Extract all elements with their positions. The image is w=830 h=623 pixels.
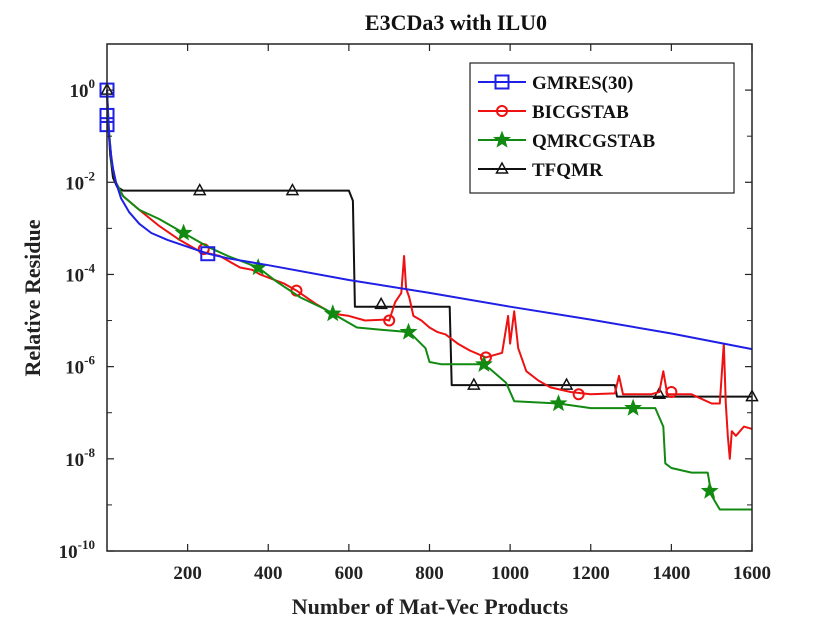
- marker-bicgstab: [383, 314, 396, 327]
- plot-area: [99, 82, 759, 511]
- y-tick-label: 10-8: [65, 445, 95, 471]
- y-tick-base: 10: [65, 173, 84, 194]
- y-tick-exponent: -6: [84, 353, 95, 368]
- series-line-bicgstab: [106, 90, 753, 460]
- y-tick-base: 10: [65, 358, 84, 379]
- legend-label: QMRCGSTAB: [532, 131, 655, 152]
- y-tick-exponent: -10: [78, 537, 95, 552]
- x-tick-label: 1600: [733, 563, 771, 584]
- legend-marker-gmres-30: [494, 74, 510, 90]
- y-tick-label: 10-4: [65, 260, 95, 286]
- legend-label: BICGSTAB: [532, 102, 629, 123]
- x-tick-label: 1000: [491, 563, 529, 584]
- y-tick-label: 10-10: [59, 537, 95, 563]
- legend-box: [469, 62, 735, 194]
- y-tick-base: 10: [65, 265, 84, 286]
- x-tick-label: 800: [415, 563, 444, 584]
- x-tick-label: 1400: [652, 563, 690, 584]
- series-qmrcgstab: [106, 90, 752, 511]
- marker-tfqmr: [285, 183, 300, 196]
- y-tick-label: 10-6: [65, 353, 95, 379]
- marker-bicgstab: [572, 388, 585, 401]
- marker-bicgstab: [665, 385, 678, 398]
- x-axis-label: Number of Mat-Vec Products: [292, 594, 569, 619]
- legend-label: GMRES(30): [532, 73, 633, 94]
- legend-marker-qmrcgstab: [493, 130, 511, 148]
- legend-item-qmrcgstab: QMRCGSTAB: [478, 130, 655, 152]
- y-tick-label: 100: [70, 76, 96, 102]
- x-tick-label: 600: [335, 563, 364, 584]
- y-tick-exponent: -2: [84, 168, 95, 183]
- y-tick-exponent: -8: [84, 445, 95, 460]
- x-tick-label: 400: [254, 563, 283, 584]
- marker-qmrcgstab: [174, 223, 193, 241]
- marker-tfqmr: [192, 183, 207, 196]
- marker-tfqmr: [374, 296, 388, 310]
- series-line-gmres-30: [106, 90, 753, 351]
- marker-qmrcgstab: [474, 354, 493, 372]
- y-tick-base: 10: [65, 450, 84, 471]
- marker-qmrcgstab: [399, 322, 418, 340]
- y-tick-base: 10: [59, 542, 78, 563]
- legend-marker-tfqmr: [495, 161, 509, 174]
- y-axis-label: Relative Residue: [20, 219, 45, 376]
- y-tick-base: 10: [70, 81, 89, 102]
- chart-title: E3CDa3 with ILU0: [365, 10, 547, 35]
- legend-label: TFQMR: [532, 160, 603, 181]
- marker-tfqmr: [467, 377, 481, 390]
- legend: GMRES(30) BICGSTAB QMRCGSTAB TFQMR: [469, 62, 735, 194]
- marker-tfqmr: [559, 377, 574, 390]
- x-tick-label: 200: [173, 563, 202, 584]
- marker-qmrcgstab: [700, 481, 719, 499]
- y-tick-exponent: -4: [84, 260, 95, 275]
- y-tick-label: 10-2: [65, 168, 95, 194]
- marker-qmrcgstab: [323, 304, 342, 322]
- legend-item-gmres-30: GMRES(30): [478, 73, 633, 94]
- marker-gmres-30: [200, 246, 216, 262]
- x-axis: 200 400 600 800 1000 1200 1400 1600: [173, 44, 771, 584]
- series-line-qmrcgstab: [106, 90, 752, 511]
- legend-marker-bicgstab: [496, 105, 508, 117]
- marker-qmrcgstab: [549, 394, 568, 412]
- x-tick-label: 1200: [572, 563, 610, 584]
- y-tick-exponent: 0: [89, 76, 96, 91]
- marker-qmrcgstab: [624, 398, 643, 416]
- legend-item-bicgstab: BICGSTAB: [478, 102, 629, 123]
- legend-item-tfqmr: TFQMR: [478, 160, 603, 181]
